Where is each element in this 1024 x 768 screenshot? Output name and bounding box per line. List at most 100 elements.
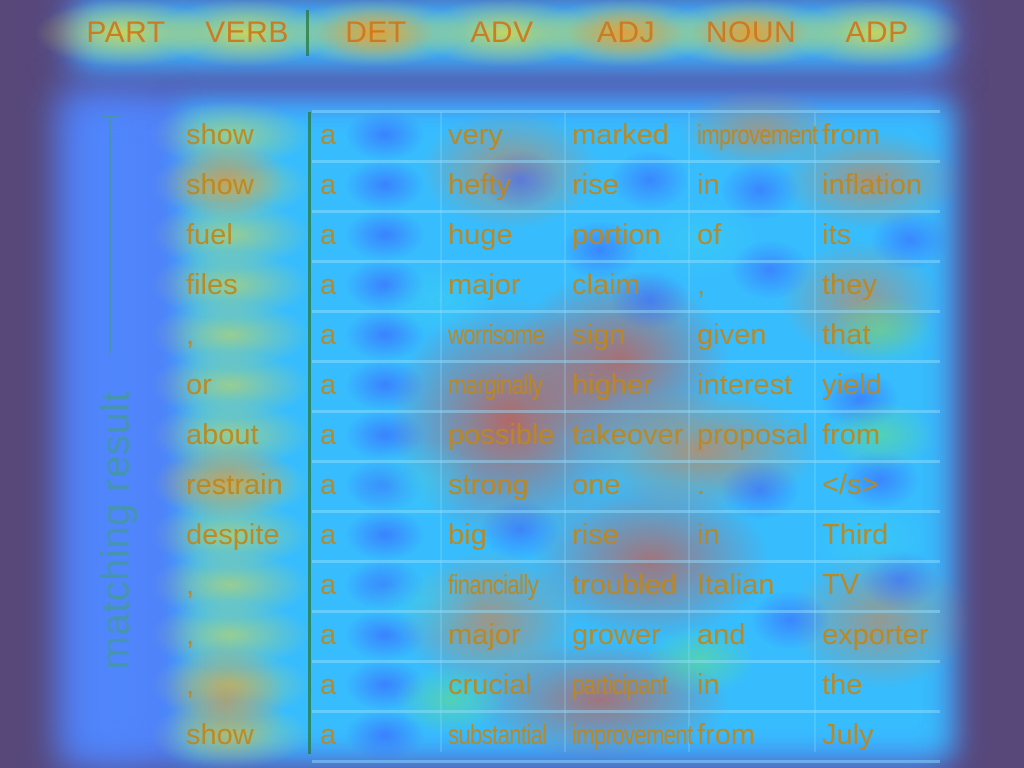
grid-line — [312, 760, 940, 763]
grid-column-line — [814, 112, 816, 752]
grid-cell: TV — [822, 569, 860, 601]
matching-result-label: matching result — [93, 390, 138, 670]
grid-column-line — [688, 112, 690, 752]
grid-line — [312, 310, 940, 313]
grid-cell: big — [448, 519, 487, 551]
grid-cell: . — [697, 469, 706, 501]
grid-cell: interest — [697, 369, 793, 401]
grid-cell: huge — [448, 219, 513, 251]
header-noun: NOUN — [705, 16, 797, 49]
grid-cell: inflation — [822, 169, 922, 201]
grid-cell: Third — [822, 519, 889, 551]
grid-cell: a — [320, 519, 337, 551]
grid-cell: participant — [572, 668, 668, 700]
column-separator-line — [308, 112, 311, 754]
grid-cell: a — [320, 269, 337, 301]
side-arrow-line — [109, 118, 111, 354]
grid-cell: show — [186, 119, 254, 151]
grid-cell: a — [320, 719, 337, 751]
grid-cell: a — [320, 569, 337, 601]
grid-line — [312, 410, 940, 413]
grid-cell: from — [822, 119, 880, 151]
grid-cell: very — [448, 119, 503, 151]
grid-cell: that — [822, 319, 871, 351]
grid-column-line — [564, 112, 566, 752]
grid-line — [312, 610, 940, 613]
grid-cell: strong — [448, 469, 529, 501]
grid-cell: , — [186, 669, 195, 701]
grid-cell: proposal — [697, 419, 809, 451]
grid-cell: </s> — [822, 469, 879, 501]
grid-line — [312, 660, 940, 663]
grid-cell: in — [697, 169, 720, 201]
grid-cell: show — [186, 169, 254, 201]
grid-cell: crucial — [448, 669, 532, 701]
grid-cell: despite — [186, 519, 280, 551]
grid-cell: improvement — [572, 718, 693, 750]
grid-cell: fuel — [186, 219, 233, 251]
grid-cell: worrisome — [448, 318, 545, 350]
grid-cell: show — [186, 719, 254, 751]
grid-cell: , — [186, 619, 195, 651]
grid-cell: substantial — [448, 718, 547, 750]
header-separator-line — [306, 10, 309, 56]
grid-line — [312, 460, 940, 463]
grid-cell: of — [697, 219, 722, 251]
grid-cell: , — [186, 569, 195, 601]
grid-cell: they — [822, 269, 877, 301]
grid-cell: given — [697, 319, 767, 351]
grid-cell: Italian — [697, 569, 775, 601]
grid-cell: a — [320, 369, 337, 401]
grid-cell: a — [320, 669, 337, 701]
grid-line — [312, 160, 940, 163]
grid-cell: troubled — [572, 569, 677, 601]
grid-cell: a — [320, 219, 337, 251]
grid-cell: sign — [572, 319, 626, 351]
grid-cell: financially — [448, 568, 539, 600]
grid-cell: and — [697, 619, 746, 651]
header-part: PART — [86, 16, 166, 49]
grid-cell: one — [572, 469, 621, 501]
grid-cell: a — [320, 469, 337, 501]
grid-cell: improvement — [697, 118, 818, 150]
grid-cell: rise — [572, 169, 619, 201]
grid-cell: marginally — [448, 368, 543, 400]
grid-cell: or — [186, 369, 212, 401]
grid-cell: files — [186, 269, 238, 301]
grid-cell: its — [822, 219, 851, 251]
header-adp: ADP — [845, 16, 909, 49]
grid-line — [312, 360, 940, 363]
grid-cell: yield — [822, 369, 882, 401]
grid-line — [312, 560, 940, 563]
grid-cell: a — [320, 169, 337, 201]
grid-line — [312, 510, 940, 513]
grid-line — [312, 260, 940, 263]
grid-cell: a — [320, 319, 337, 351]
side-arrow-cap — [101, 116, 119, 118]
grid-cell: a — [320, 619, 337, 651]
grid-cell: , — [697, 269, 706, 301]
grid-cell: hefty — [448, 169, 511, 201]
grid-cell: possible — [448, 419, 555, 451]
grid-cell: rise — [572, 519, 619, 551]
grid-line — [312, 210, 940, 213]
grid-cell: major — [448, 619, 521, 651]
header-verb: VERB — [205, 16, 289, 49]
grid-cell: portion — [572, 219, 661, 251]
grid-cell: grower — [572, 619, 661, 651]
grid-cell: exporter — [822, 619, 929, 651]
grid-cell: claim — [572, 269, 640, 301]
header-det: DET — [345, 16, 407, 49]
grid-cell: takeover — [572, 419, 684, 451]
grid-cell: about — [186, 419, 259, 451]
grid-cell: from — [697, 719, 755, 751]
grid-line — [312, 710, 940, 713]
grid-cell: marked — [572, 119, 669, 151]
grid-cell: , — [186, 319, 195, 351]
grid-cell: July — [822, 719, 874, 751]
grid-cell: in — [697, 519, 720, 551]
header-adj: ADJ — [596, 16, 656, 49]
grid-cell: the — [822, 669, 863, 701]
grid-cell: a — [320, 119, 337, 151]
grid-cell: from — [822, 419, 880, 451]
